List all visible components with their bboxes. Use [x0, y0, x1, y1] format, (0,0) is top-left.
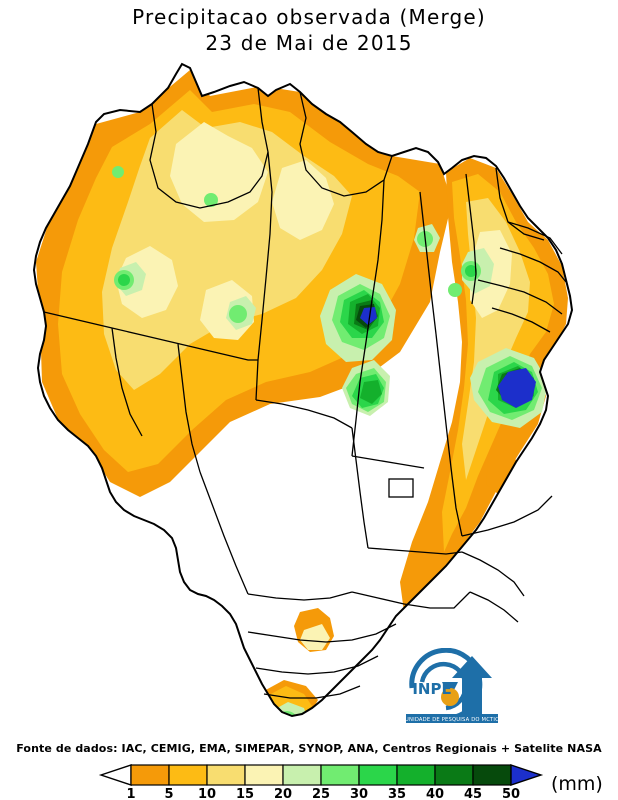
colorbar-left-arrow: [98, 764, 132, 786]
logo-banner: [406, 714, 498, 723]
brazil-national-border: [32, 62, 574, 718]
colorbar-tick: 40: [426, 787, 444, 800]
colorbar-tick: 30: [350, 787, 368, 800]
colorbar-tick: 25: [312, 787, 330, 800]
colorbar-tick: 5: [164, 787, 173, 800]
logo-arrow-up-icon: [452, 656, 492, 714]
logo-dot-icon: [441, 688, 459, 706]
colorbar-tick: 15: [236, 787, 254, 800]
colorbar-tick: 35: [388, 787, 406, 800]
logo-banner-text: UNIDADE DE PESQUISA DO MCTIC: [405, 717, 499, 723]
colorbar-tick-labels: 1 5 10 15 20 25 30 35 40 45 50: [126, 787, 520, 800]
precipitation-field: [36, 70, 568, 716]
precipitation-map: [0, 52, 618, 732]
logo-acronym: INPE: [412, 680, 451, 698]
colorbar-tick: 10: [198, 787, 216, 800]
data-source-note: Fonte de dados: IAC, CEMIG, EMA, SIMEPAR…: [16, 742, 602, 755]
colorbar-tick: 20: [274, 787, 292, 800]
colorbar-tick: 45: [464, 787, 482, 800]
colorbar-bins: [130, 764, 512, 786]
title-line-1: Precipitacao observada (Merge): [132, 5, 486, 29]
precip-band-above-50: [360, 307, 536, 408]
colorbar-unit-label: (mm): [551, 773, 603, 795]
colorbar-tick: 50: [502, 787, 520, 800]
inpe-logo: INPE UNIDADE DE PESQUISA DO MCTIC: [392, 647, 510, 726]
page-title: Precipitacao observada (Merge) 23 de Mai…: [0, 4, 618, 56]
state-boundaries: [43, 87, 567, 699]
colorbar-right-arrow: [510, 764, 544, 786]
title-line-2: 23 de Mai de 2015: [205, 31, 413, 55]
precipitation-colorbar: 1 5 10 15 20 25 30 35 40 45 50 (mm): [0, 762, 618, 800]
colorbar-tick: 1: [126, 787, 135, 800]
